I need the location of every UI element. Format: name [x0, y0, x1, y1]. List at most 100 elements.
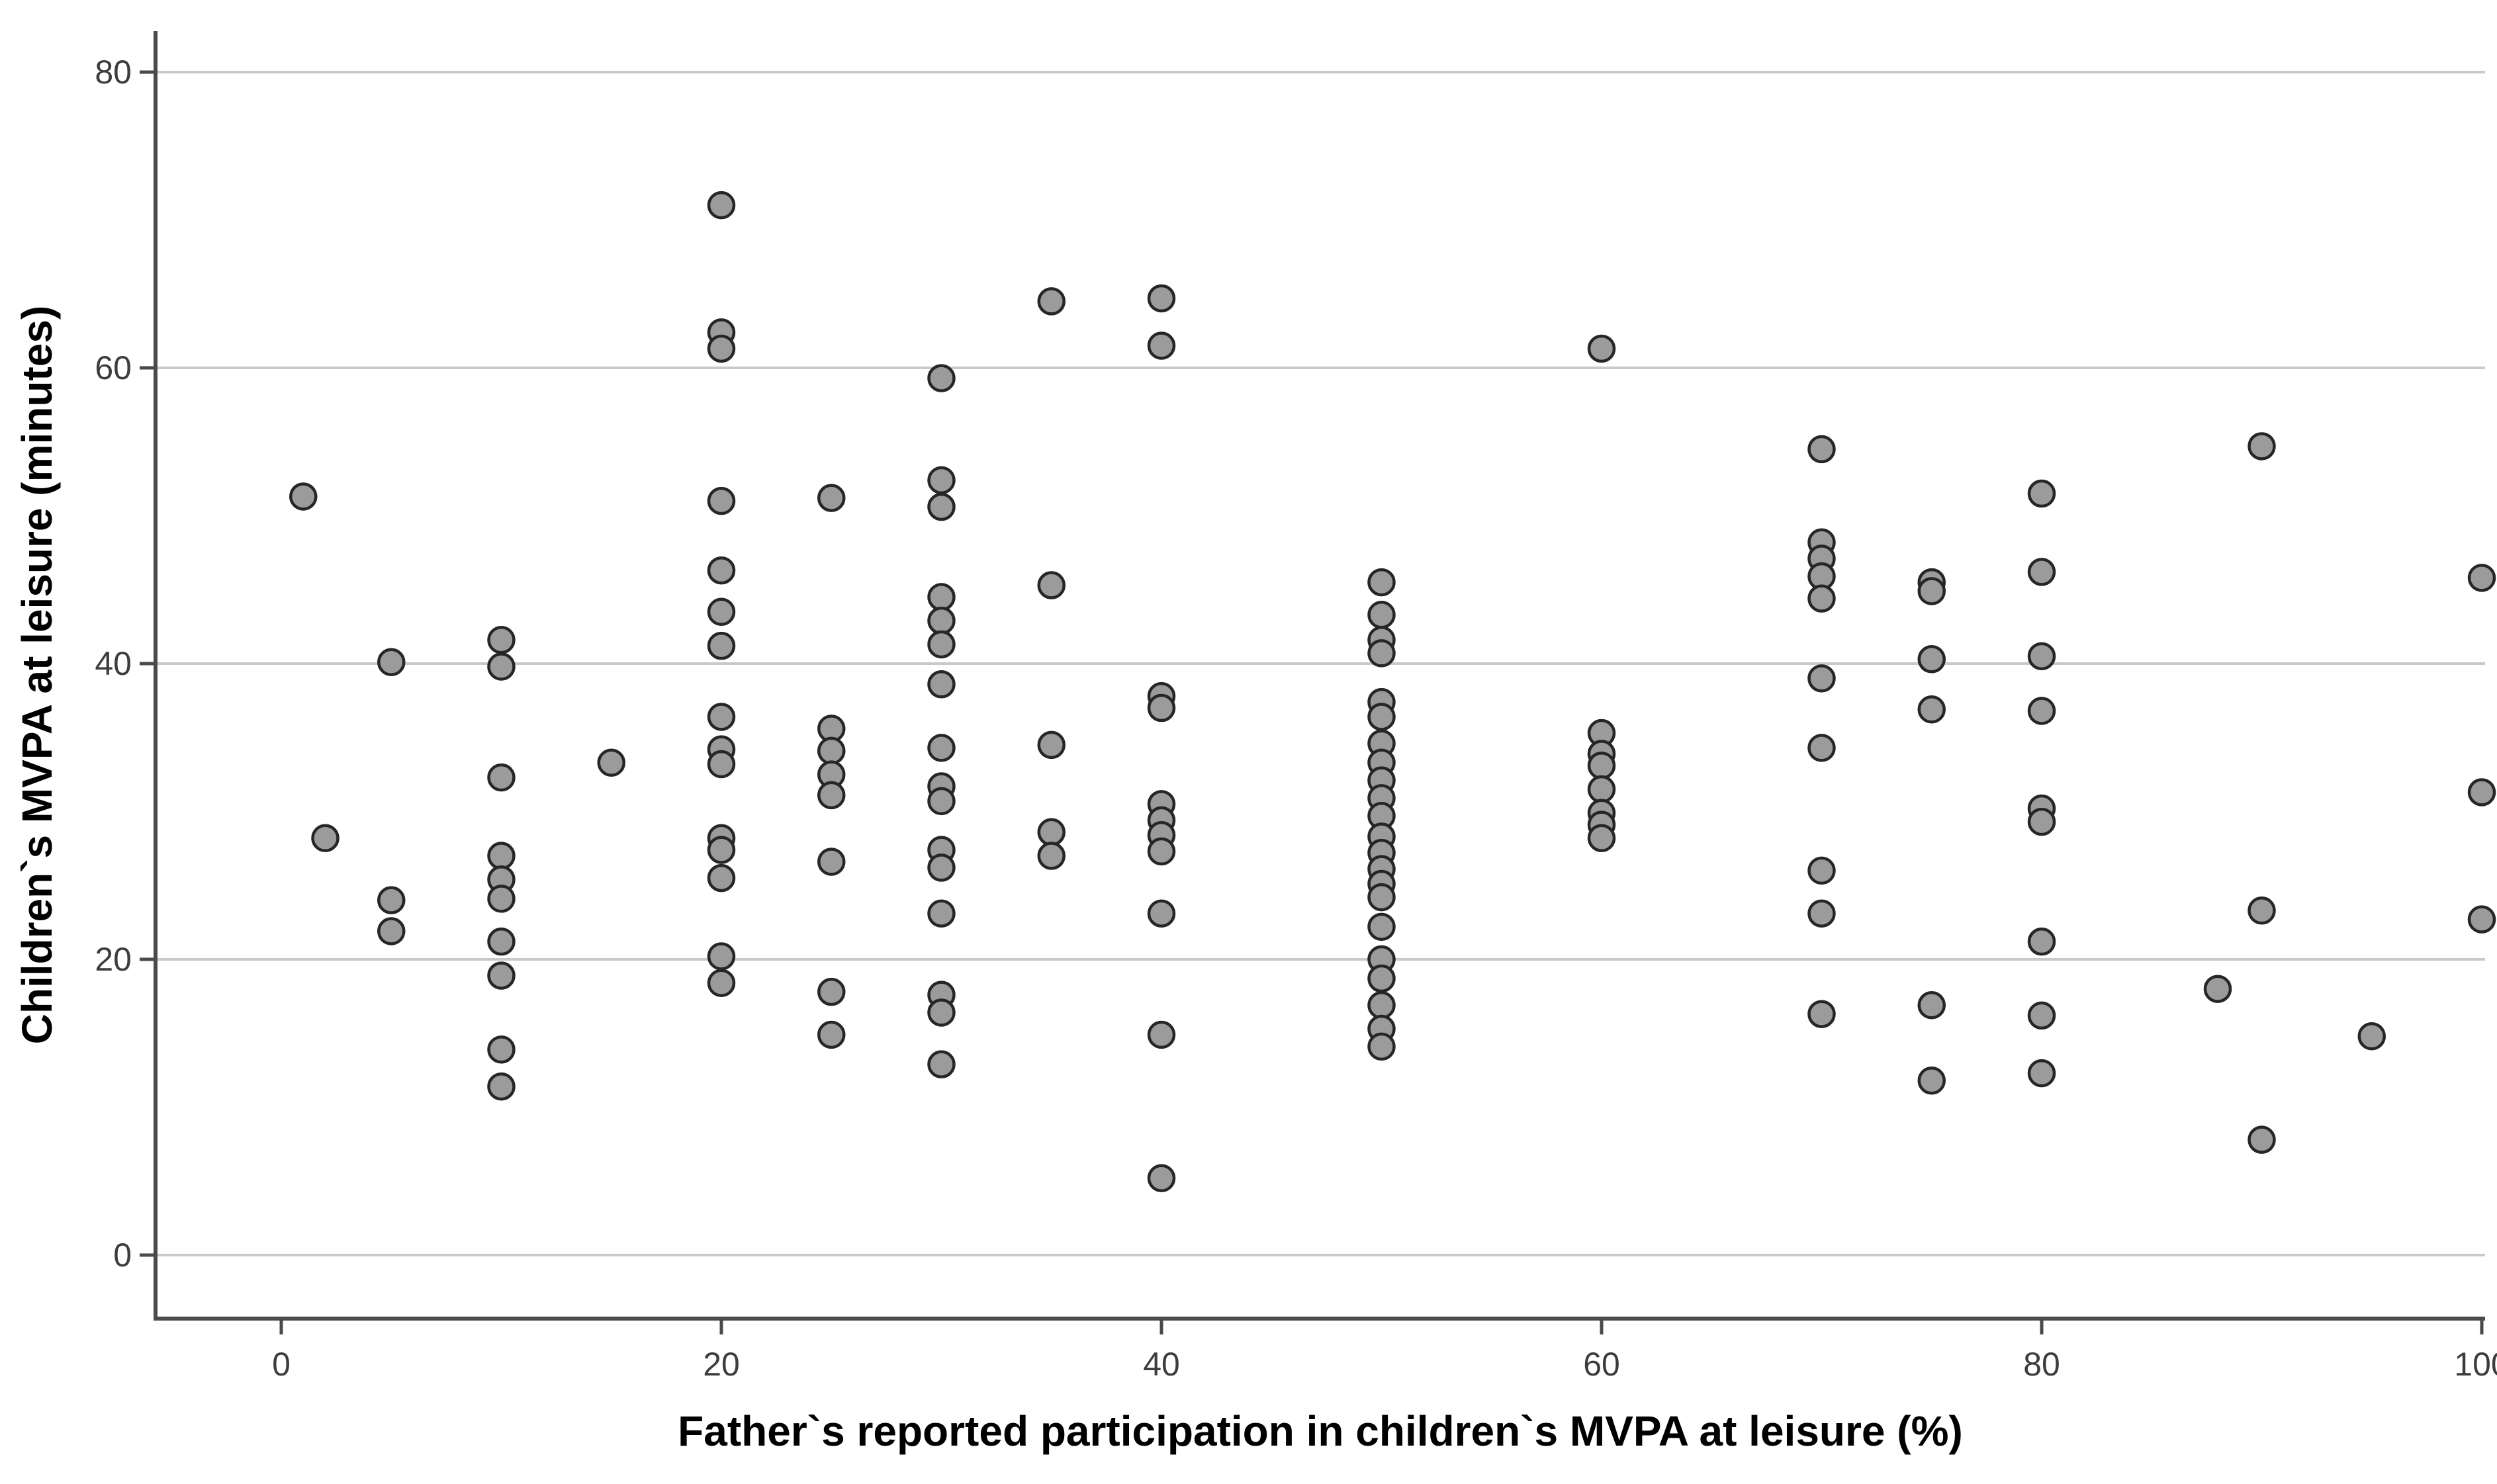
data-point[interactable] [1037, 571, 1066, 599]
data-point[interactable] [1367, 703, 1396, 731]
data-point[interactable] [289, 482, 318, 511]
data-point[interactable] [1037, 818, 1066, 847]
data-point[interactable] [2467, 778, 2496, 807]
data-point[interactable] [1587, 334, 1616, 363]
data-point[interactable] [2467, 564, 2496, 592]
data-point[interactable] [377, 917, 406, 945]
data-point[interactable] [927, 606, 956, 635]
data-point[interactable] [2247, 896, 2276, 925]
data-point[interactable] [1807, 1000, 1836, 1028]
data-point[interactable] [1037, 842, 1066, 870]
data-point[interactable] [707, 556, 736, 585]
data-point[interactable] [1917, 645, 1946, 674]
data-point[interactable] [487, 927, 516, 956]
data-point[interactable] [707, 863, 736, 893]
data-point[interactable] [1807, 435, 1836, 464]
data-point[interactable] [927, 1050, 956, 1078]
data-point[interactable] [817, 781, 846, 810]
data-point[interactable] [927, 466, 956, 495]
data-point[interactable] [1367, 600, 1396, 629]
data-point[interactable] [1807, 856, 1836, 885]
data-point[interactable] [1587, 751, 1616, 780]
y-tick-label: 0 [113, 1237, 132, 1274]
data-point[interactable] [2027, 807, 2056, 836]
data-point[interactable] [1147, 693, 1176, 722]
data-point[interactable] [1367, 912, 1396, 941]
data-point[interactable] [1807, 899, 1836, 928]
data-point[interactable] [2027, 1001, 2056, 1030]
data-point[interactable] [707, 750, 736, 779]
data-point[interactable] [927, 899, 956, 928]
data-point[interactable] [927, 670, 956, 699]
data-point[interactable] [817, 848, 846, 876]
data-point[interactable] [1587, 775, 1616, 804]
data-point[interactable] [2027, 642, 2056, 671]
data-point[interactable] [1367, 883, 1396, 912]
data-point[interactable] [1917, 695, 1946, 724]
data-point[interactable] [707, 969, 736, 998]
data-point[interactable] [311, 824, 340, 852]
data-point[interactable] [927, 364, 956, 392]
data-point[interactable] [1807, 584, 1836, 613]
data-point[interactable] [487, 625, 516, 654]
data-point[interactable] [817, 736, 846, 765]
data-point[interactable] [817, 977, 846, 1006]
data-point[interactable] [1037, 287, 1066, 316]
data-point[interactable] [1147, 899, 1176, 928]
data-point[interactable] [377, 648, 406, 677]
data-point[interactable] [707, 486, 736, 515]
data-point[interactable] [1807, 734, 1836, 762]
data-point[interactable] [2247, 1125, 2276, 1154]
data-point[interactable] [1037, 730, 1066, 760]
data-point[interactable] [1367, 991, 1396, 1020]
data-point[interactable] [927, 492, 956, 521]
data-point[interactable] [1147, 837, 1176, 866]
data-point[interactable] [707, 334, 736, 363]
data-point[interactable] [2027, 1059, 2056, 1088]
data-point[interactable] [707, 836, 736, 864]
data-point[interactable] [2027, 558, 2056, 586]
data-point[interactable] [2203, 975, 2232, 1003]
data-point[interactable] [2467, 905, 2496, 934]
data-point[interactable] [1367, 964, 1396, 993]
data-point[interactable] [927, 998, 956, 1027]
data-point[interactable] [487, 1035, 516, 1064]
data-point[interactable] [817, 484, 846, 512]
data-point[interactable] [487, 842, 516, 870]
data-point[interactable] [1147, 331, 1176, 360]
data-point[interactable] [1367, 1032, 1396, 1061]
data-point[interactable] [927, 734, 956, 762]
data-point[interactable] [1917, 577, 1946, 605]
data-point[interactable] [487, 763, 516, 792]
data-point[interactable] [2027, 927, 2056, 956]
data-point[interactable] [2027, 697, 2056, 725]
data-point[interactable] [1147, 1020, 1176, 1049]
data-point[interactable] [927, 787, 956, 816]
data-point[interactable] [1147, 1164, 1176, 1193]
data-point[interactable] [927, 853, 956, 882]
data-point[interactable] [2357, 1022, 2386, 1051]
data-point[interactable] [2247, 432, 2276, 460]
data-point[interactable] [1807, 664, 1836, 693]
data-point[interactable] [487, 1072, 516, 1101]
data-point[interactable] [927, 583, 956, 611]
data-point[interactable] [1367, 639, 1396, 668]
data-point[interactable] [487, 885, 516, 913]
data-point[interactable] [377, 886, 406, 914]
data-point[interactable] [707, 191, 736, 220]
data-point[interactable] [487, 961, 516, 990]
data-point[interactable] [1587, 824, 1616, 852]
data-point[interactable] [817, 1020, 846, 1049]
data-point[interactable] [707, 942, 736, 971]
data-point[interactable] [487, 652, 516, 681]
data-point[interactable] [927, 630, 956, 659]
data-point[interactable] [597, 748, 625, 777]
data-point[interactable] [707, 631, 736, 660]
data-point[interactable] [1917, 1067, 1946, 1095]
data-point[interactable] [1917, 991, 1946, 1020]
data-point[interactable] [1367, 568, 1396, 597]
data-point[interactable] [707, 703, 736, 731]
data-point[interactable] [1147, 284, 1176, 313]
data-point[interactable] [2027, 479, 2056, 508]
data-point[interactable] [707, 597, 736, 627]
